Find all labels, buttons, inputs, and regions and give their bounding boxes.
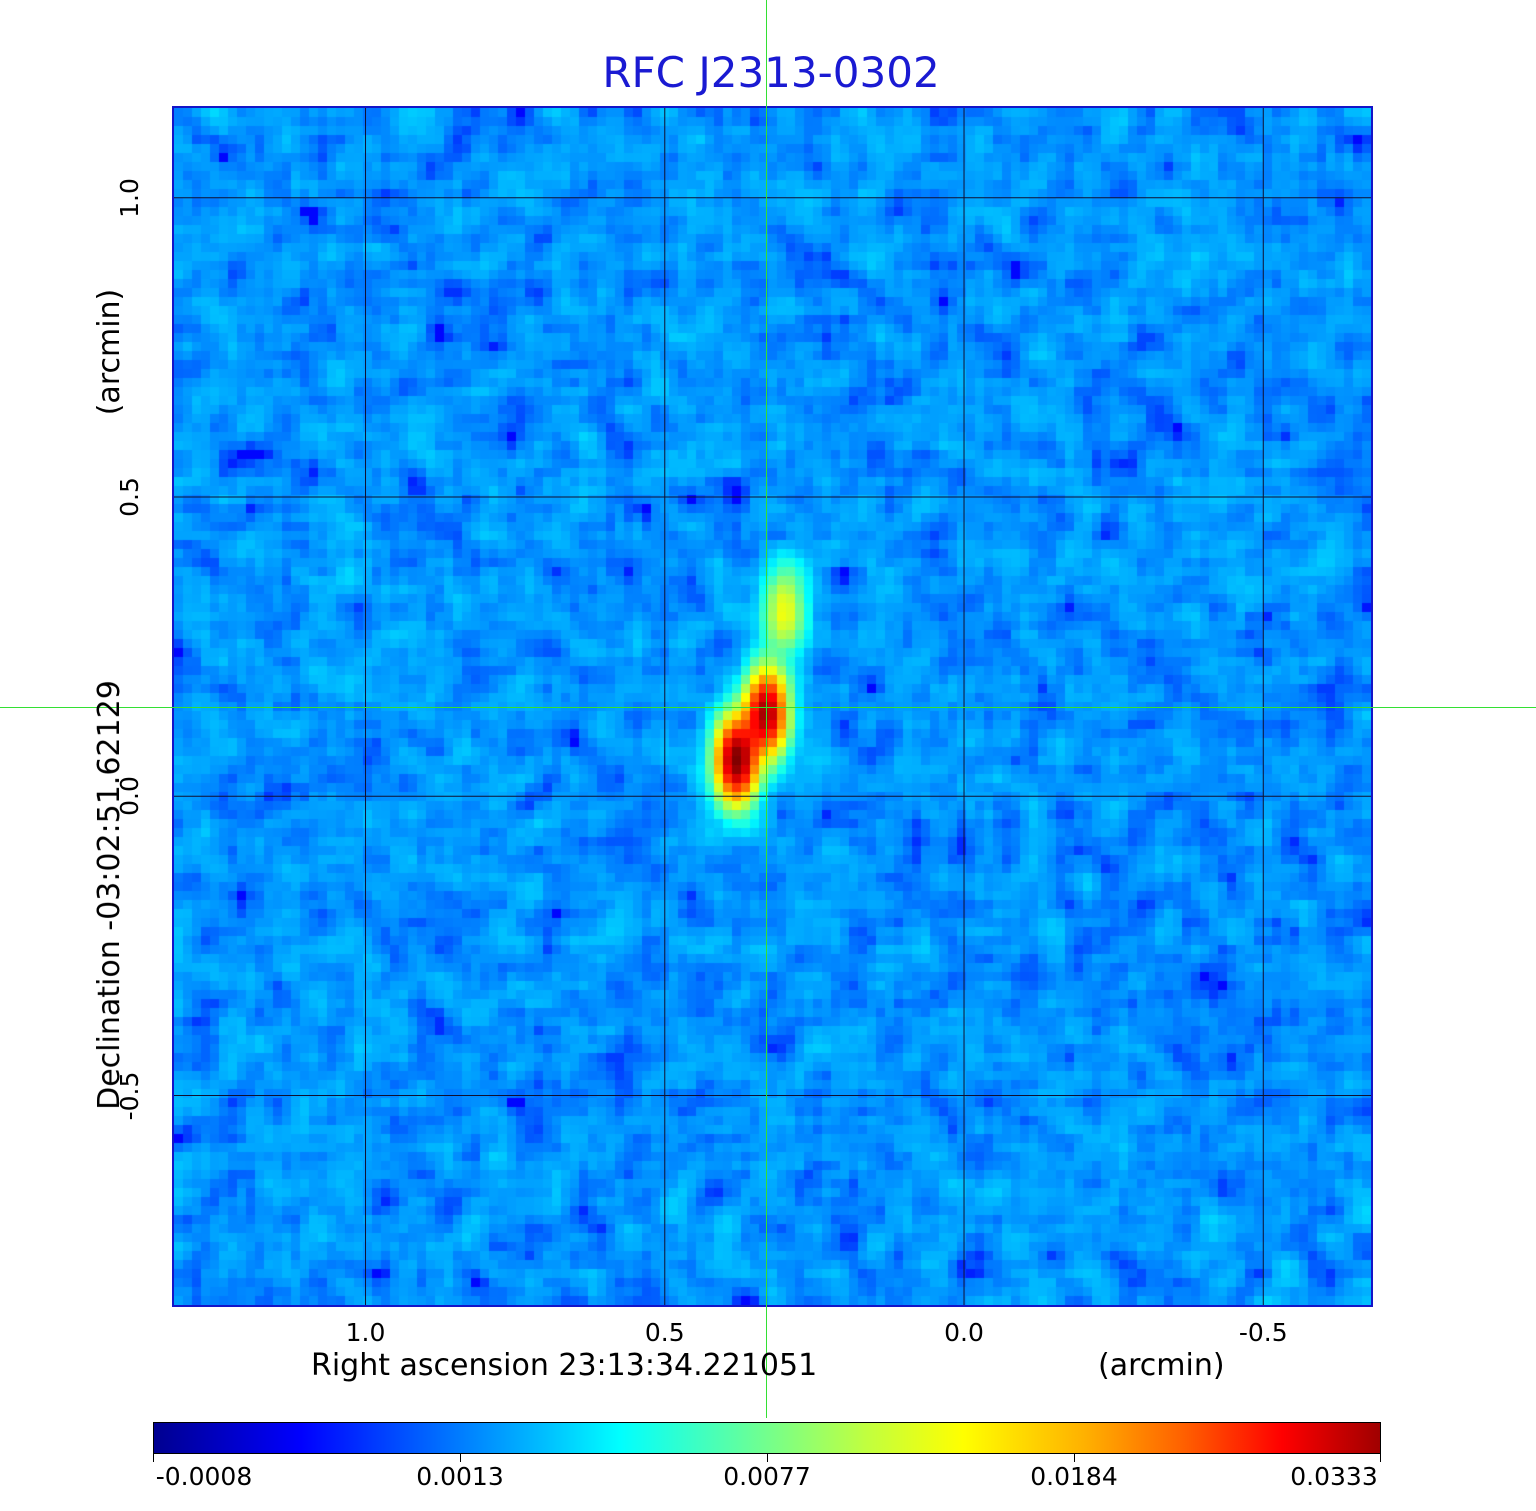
x-tick-label: 0.0 <box>944 1318 984 1347</box>
colorbar-tick <box>767 1454 768 1462</box>
crosshair-vertical-line <box>766 0 767 1418</box>
x-tick-label: 0.5 <box>644 1318 685 1347</box>
colorbar-tick <box>1380 1454 1381 1462</box>
y-axis-label: Declination -03:02:51.62129 <box>92 680 127 1110</box>
crosshair-horizontal-line <box>0 707 1536 708</box>
colorbar-tick <box>460 1454 461 1462</box>
x-axis-unit: (arcmin) <box>1098 1348 1225 1383</box>
colorbar-tick <box>153 1454 154 1462</box>
x-tick-label: 1.0 <box>345 1318 386 1347</box>
colorbar-tick-label: 0.0013 <box>416 1462 504 1491</box>
colorbar-tick-label: -0.0008 <box>155 1462 253 1491</box>
x-tick-label: -0.5 <box>1238 1318 1288 1347</box>
colorbar-tick <box>1074 1454 1075 1462</box>
y-axis-unit: (arcmin) <box>92 288 127 416</box>
y-tick-label: 0.5 <box>115 477 144 517</box>
colorbar-tick-label: 0.0333 <box>1290 1462 1378 1491</box>
coordinate-grid <box>174 108 1371 1305</box>
x-axis-label: Right ascension 23:13:34.221051 <box>311 1348 818 1383</box>
plot-title: RFC J2313-0302 <box>602 48 940 97</box>
y-tick-label: 1.0 <box>115 177 144 218</box>
colorbar <box>153 1422 1381 1454</box>
colorbar-tick-label: 0.0077 <box>723 1462 811 1491</box>
colorbar-tick-label: 0.0184 <box>1030 1462 1118 1491</box>
radio-image-map <box>172 106 1373 1307</box>
intensity-heatmap <box>174 108 1371 1305</box>
